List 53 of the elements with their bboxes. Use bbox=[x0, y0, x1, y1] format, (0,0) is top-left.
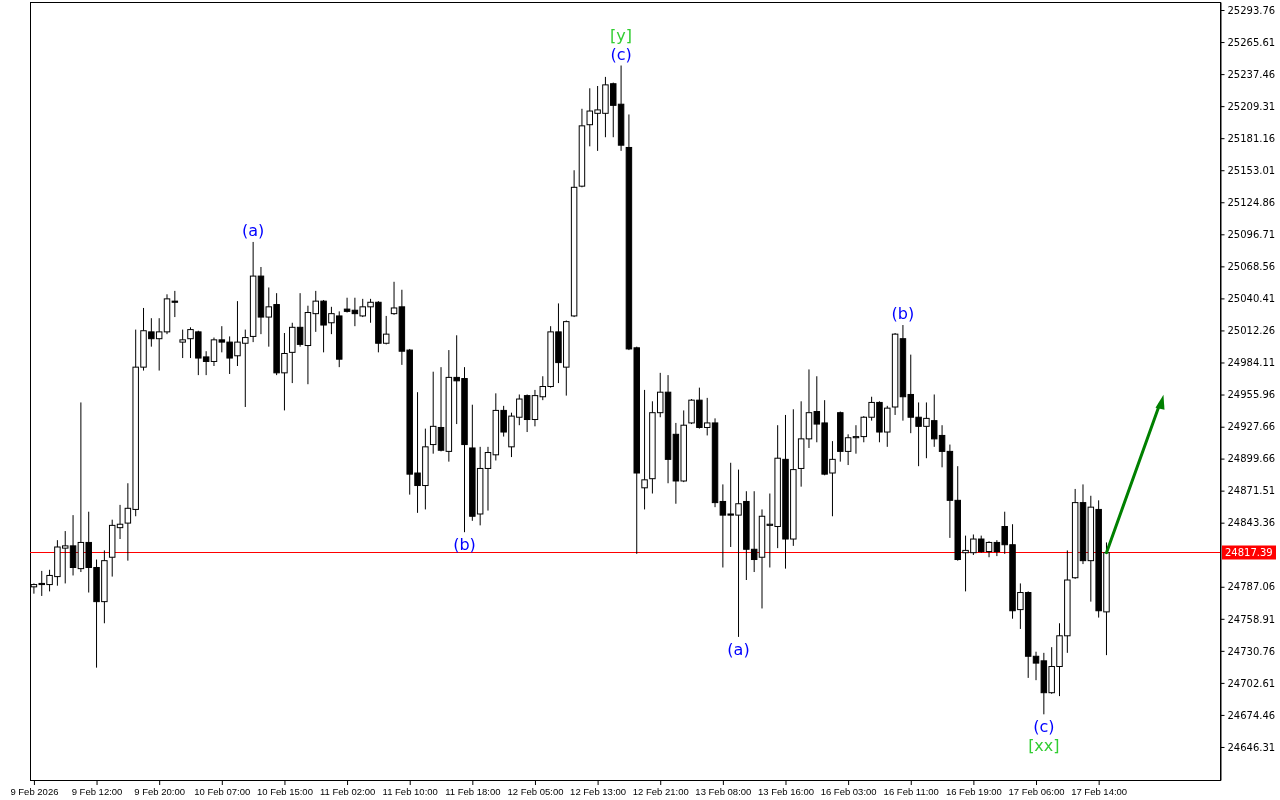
annotation: (c) bbox=[610, 44, 632, 64]
y-tick-label: 24984.11 bbox=[1227, 357, 1276, 369]
x-tick-label: 16 Feb 11:00 bbox=[883, 785, 939, 797]
annotation: (b) bbox=[891, 304, 915, 324]
x-tick-label: 13 Feb 08:00 bbox=[695, 785, 752, 797]
y-tick-label: 25237.46 bbox=[1227, 68, 1276, 80]
y-tick-label: 24646.31 bbox=[1227, 741, 1276, 753]
annotation: [xx] bbox=[1028, 736, 1060, 756]
y-tick-label: 24674.46 bbox=[1227, 709, 1276, 721]
annotation: (a) bbox=[241, 220, 265, 240]
x-tick-label: 12 Feb 21:00 bbox=[632, 785, 689, 797]
annotation: [y] bbox=[610, 25, 633, 45]
candlestick bbox=[179, 329, 186, 359]
annotation: (c) bbox=[1033, 717, 1055, 737]
y-tick-label: 25012.26 bbox=[1227, 325, 1276, 337]
x-tick-label: 11 Feb 10:00 bbox=[382, 785, 438, 797]
y-tick-label: 25265.61 bbox=[1227, 36, 1276, 48]
y-tick-label: 24871.51 bbox=[1227, 485, 1276, 497]
x-tick-label: 9 Feb 12:00 bbox=[71, 785, 123, 797]
x-tick-label: 17 Feb 06:00 bbox=[1008, 785, 1065, 797]
y-tick-label: 24927.66 bbox=[1227, 421, 1276, 433]
y-tick-label: 25181.16 bbox=[1227, 132, 1276, 144]
annotation: (b) bbox=[453, 535, 476, 555]
x-tick-label: 12 Feb 13:00 bbox=[570, 785, 627, 797]
candlestick bbox=[641, 389, 648, 510]
x-tick-label: 16 Feb 19:00 bbox=[945, 785, 1002, 797]
x-tick-label: 9 Feb 2026 bbox=[10, 785, 59, 797]
x-tick-label: 10 Feb 07:00 bbox=[194, 785, 251, 797]
y-tick-label: 25040.41 bbox=[1227, 293, 1276, 305]
y-tick-label: 24787.06 bbox=[1227, 581, 1276, 593]
y-tick-label: 25293.76 bbox=[1227, 4, 1276, 16]
y-tick-label: 24955.96 bbox=[1227, 389, 1276, 401]
x-tick-label: 9 Feb 20:00 bbox=[134, 785, 186, 797]
y-tick-label: 25096.71 bbox=[1227, 229, 1276, 241]
y-tick-label: 25124.86 bbox=[1227, 196, 1276, 208]
x-tick-label: 11 Feb 02:00 bbox=[319, 785, 376, 797]
candlestick bbox=[343, 297, 351, 314]
x-tick-label: 10 Feb 15:00 bbox=[256, 785, 313, 797]
x-tick-label: 13 Feb 16:00 bbox=[757, 785, 814, 797]
y-tick-label: 25209.31 bbox=[1227, 100, 1276, 112]
annotation: (a) bbox=[727, 639, 750, 659]
ref-line-label: 24817.39 bbox=[1225, 547, 1273, 558]
x-tick-label: 11 Feb 18:00 bbox=[445, 785, 501, 797]
y-tick-label: 24730.76 bbox=[1227, 645, 1276, 657]
y-tick-label: 25153.01 bbox=[1227, 164, 1276, 176]
y-tick-label: 24702.61 bbox=[1227, 677, 1276, 689]
y-tick-label: 25068.56 bbox=[1227, 261, 1276, 273]
x-tick-label: 17 Feb 14:00 bbox=[1071, 785, 1128, 797]
y-tick-label: 24758.91 bbox=[1227, 613, 1276, 625]
x-tick-label: 16 Feb 03:00 bbox=[820, 785, 877, 797]
x-tick-label: 12 Feb 05:00 bbox=[507, 785, 564, 797]
y-tick-label: 24899.66 bbox=[1227, 453, 1276, 465]
y-tick-label: 24843.36 bbox=[1227, 517, 1276, 529]
